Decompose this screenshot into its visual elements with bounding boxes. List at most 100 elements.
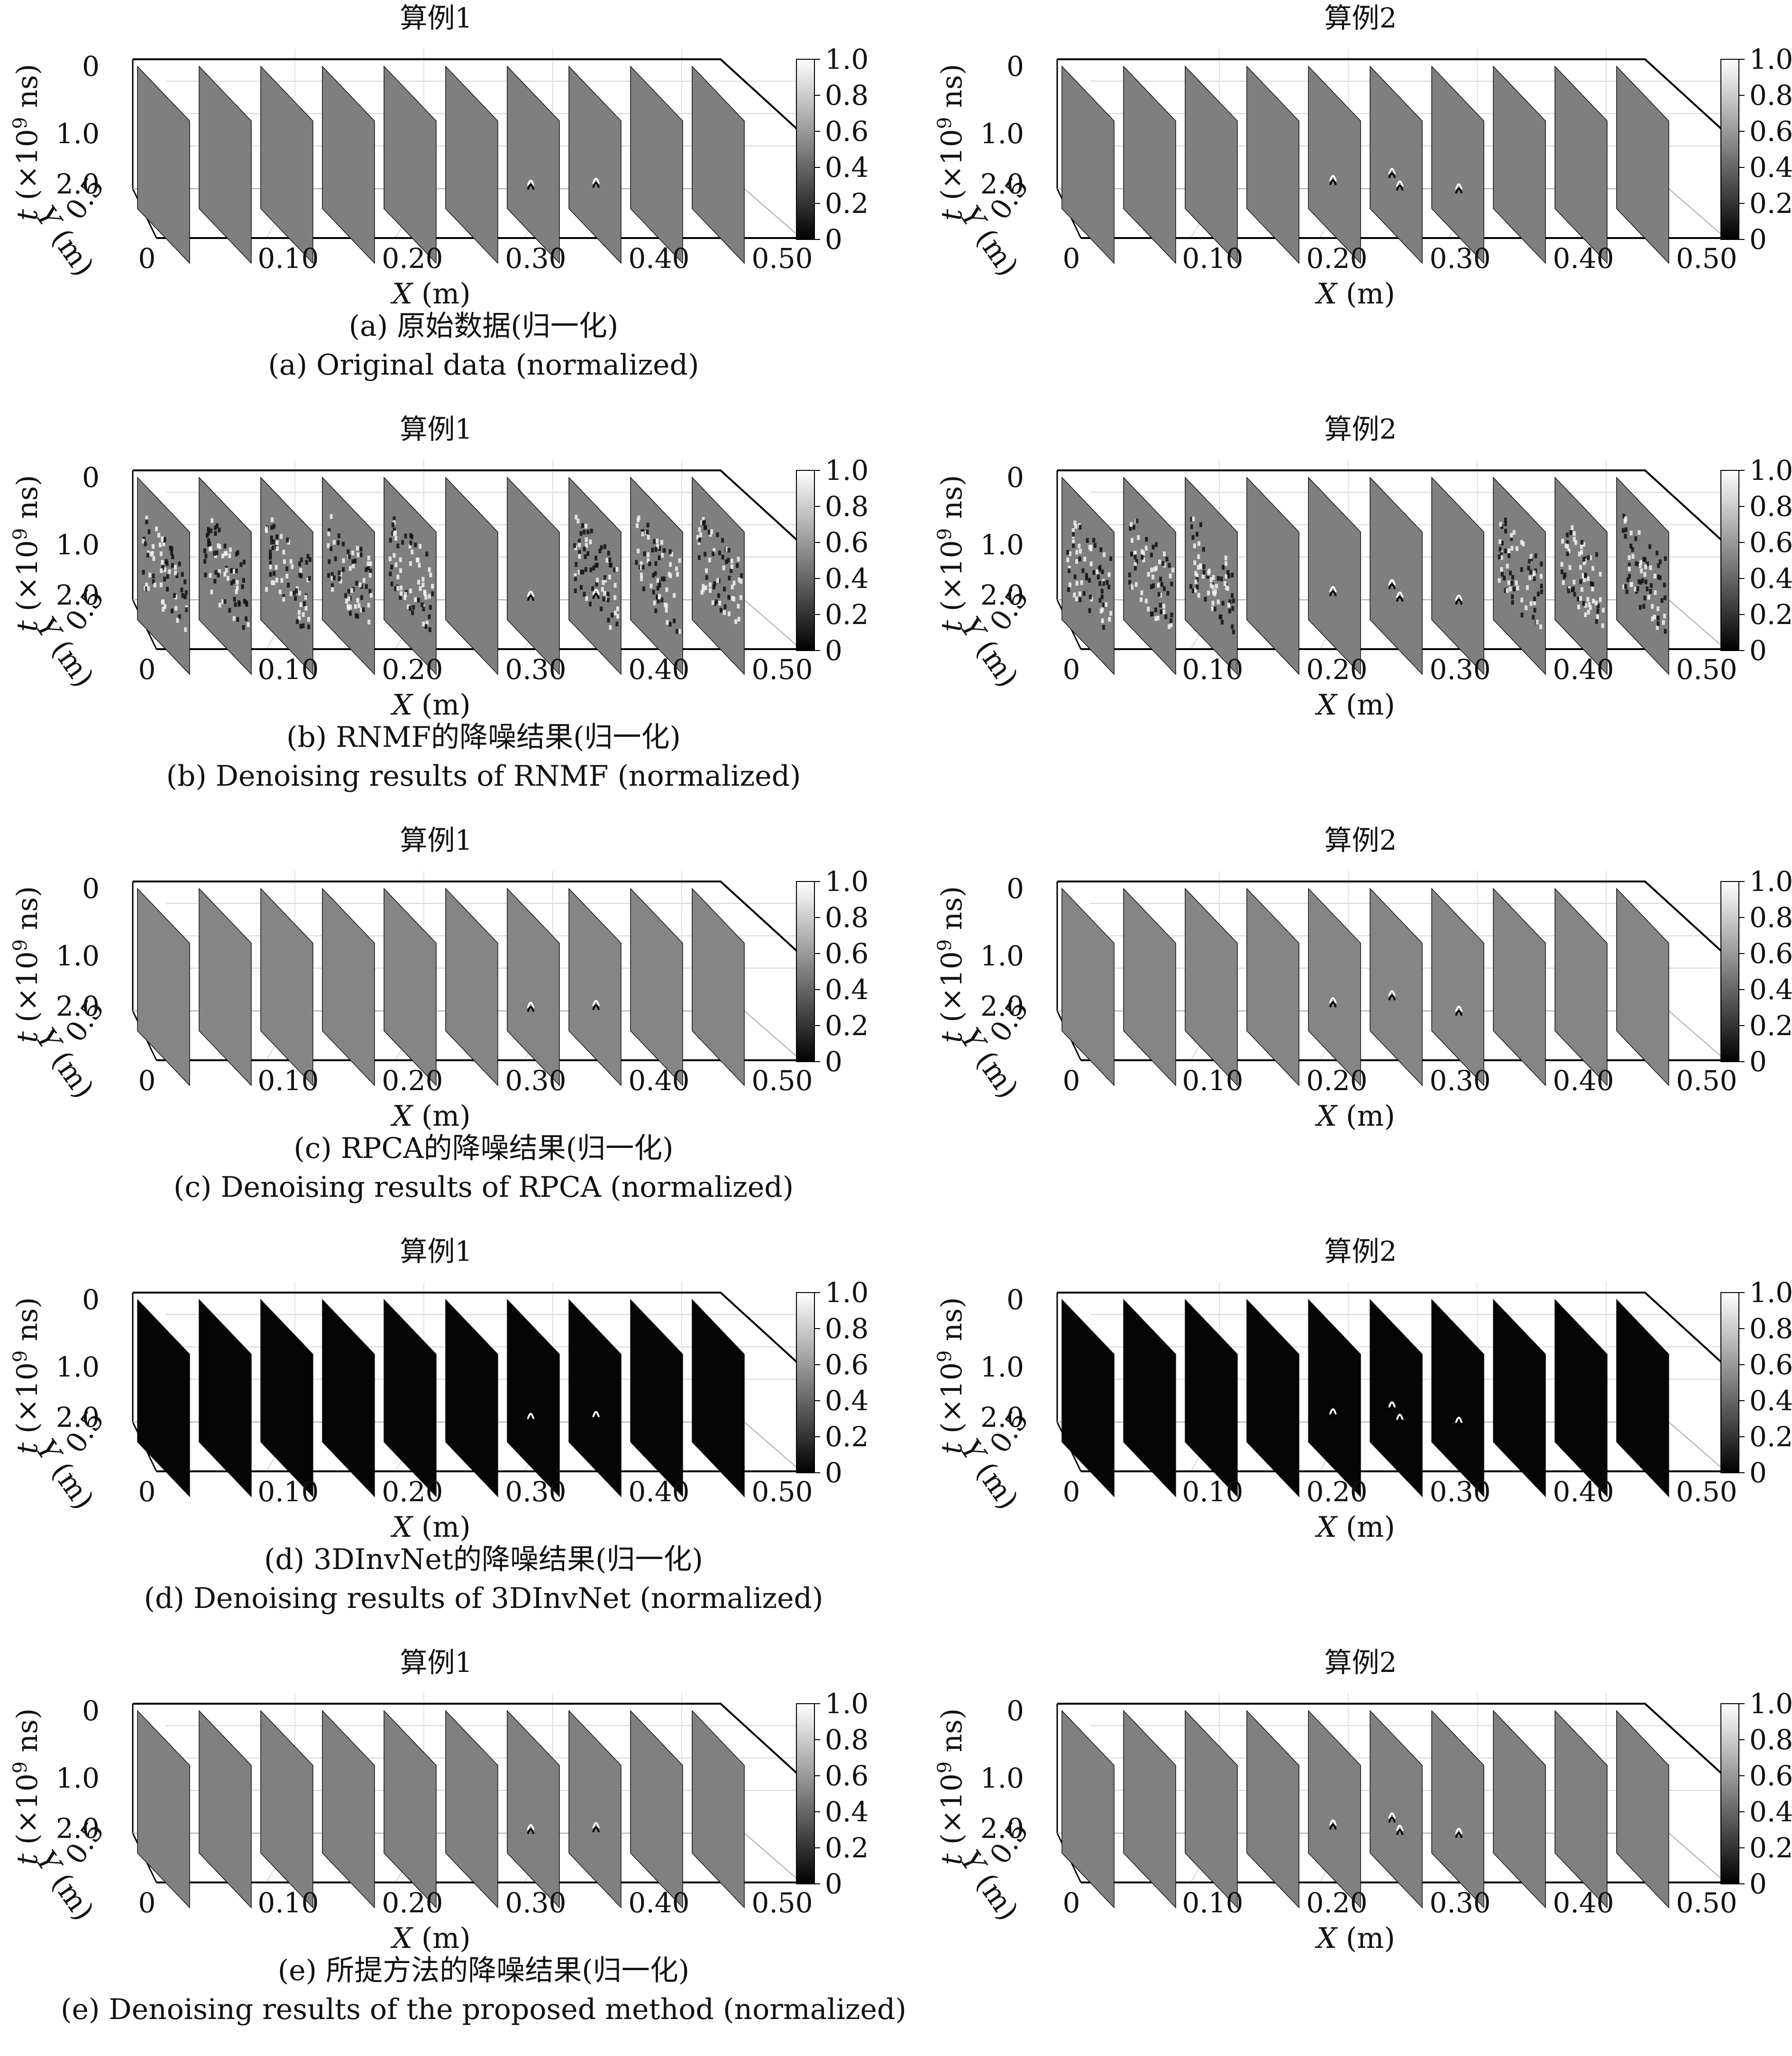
colorbar-tick-label: 0	[1749, 223, 1767, 256]
x-axis-label: X (m)	[1315, 1922, 1395, 1955]
target-bright-2	[592, 1411, 600, 1418]
t-tick-label: 2.0	[980, 579, 1024, 611]
x-tick-label: 0.40	[628, 653, 689, 686]
colorbar-tick-label: 1.0	[825, 1688, 869, 1720]
target-bright-2	[1388, 1401, 1396, 1408]
slice-6	[1370, 65, 1423, 264]
colorbar-tick-label: 0.6	[825, 937, 869, 970]
x-tick-label: 0.20	[1306, 1065, 1367, 1097]
panel-title: 算例1	[400, 2, 473, 34]
x-tick-label: 0.10	[1182, 1476, 1243, 1508]
x-axis: 0 0.10 0.20 0.30 0.40 0.50 X (m)	[138, 653, 813, 722]
slice-1	[137, 477, 190, 675]
colorbar-tick-label: 0.2	[825, 1421, 869, 1453]
colorbar-tick-label: 0	[1749, 1457, 1767, 1489]
target-bright-4	[1455, 183, 1463, 190]
colorbar-tick-label: 0.6	[1749, 115, 1792, 147]
target-dark-2	[1388, 583, 1396, 589]
x-tick-label: 0.50	[751, 1887, 813, 1919]
target-bright-1	[527, 179, 535, 186]
x-axis: 0 0.10 0.20 0.30 0.40 0.50 X (m)	[138, 242, 813, 311]
x-axis: 0 0.10 0.20 0.30 0.40 0.50 X (m)	[1063, 1065, 1737, 1133]
colorbar-tick-label: 0.2	[825, 598, 869, 631]
colorbar-tick-label: 0.8	[1749, 79, 1792, 111]
slice-10	[1616, 65, 1669, 264]
slice-2	[199, 477, 252, 675]
t-tick-label: 0	[1006, 1695, 1024, 1727]
slice-9	[630, 888, 683, 1086]
colorbar-tick-label: 0.6	[1749, 937, 1792, 970]
t-axis: 0 1.0 2.0 t (×109 ns)	[934, 50, 1024, 220]
target-responses	[1329, 1401, 1463, 1427]
t-axis-label: t (×109 ns)	[9, 1708, 44, 1865]
slice-3	[260, 65, 313, 264]
caption-en: (c) Denoising results of RPCA (normalize…	[174, 1171, 794, 1204]
slice-4	[1246, 1299, 1299, 1497]
slice-8	[568, 1710, 622, 1909]
slice-6	[445, 477, 498, 675]
slice-9	[1554, 65, 1608, 264]
x-tick-label: 0.30	[505, 1887, 566, 1919]
slice-5	[384, 1299, 437, 1497]
colorbar-tick-label: 0.8	[825, 79, 869, 111]
x-axis-label: X (m)	[1315, 1100, 1395, 1133]
target-bright-3	[1396, 591, 1404, 598]
slice-2	[1123, 477, 1176, 675]
slice-2	[1123, 1710, 1176, 1909]
x-axis: 0 0.10 0.20 0.30 0.40 0.50 X (m)	[1063, 242, 1737, 311]
slice-7	[507, 888, 560, 1086]
slice-9	[630, 1299, 683, 1497]
t-axis: 0 1.0 2.0 t (×109 ns)	[9, 461, 100, 632]
slice-2	[1123, 888, 1176, 1086]
target-bright-1	[1329, 586, 1337, 593]
colorbar-tick-label: 0	[825, 634, 842, 667]
target-dark-1	[527, 595, 535, 601]
colorbar-tick-label: 0.2	[1749, 1010, 1792, 1042]
slice-1	[1061, 1710, 1115, 1909]
slices	[137, 65, 745, 264]
x-tick-label: 0.40	[1553, 653, 1614, 686]
x-tick-label: 0.30	[505, 242, 566, 275]
slice-7	[507, 477, 560, 675]
x-tick-label: 0	[138, 242, 156, 275]
target-dark-2	[1388, 994, 1396, 1000]
target-responses	[1329, 990, 1463, 1016]
panel-title: 算例1	[400, 1646, 473, 1679]
t-axis: 0 1.0 2.0 t (×109 ns)	[9, 1695, 100, 1865]
x-tick-label: 0.20	[1306, 653, 1367, 686]
x-tick-label: 0.30	[505, 1065, 566, 1097]
slices	[137, 888, 745, 1086]
slice-5	[384, 1710, 437, 1909]
x-tick-label: 0.10	[1182, 1887, 1243, 1919]
slices	[137, 477, 745, 675]
slice-8	[1493, 888, 1546, 1086]
colorbar-tick-label: 0.4	[825, 151, 869, 184]
x-axis: 0 0.10 0.20 0.30 0.40 0.50 X (m)	[138, 1476, 813, 1544]
slice-1	[137, 1299, 190, 1497]
colorbar-tick-label: 1.0	[1749, 454, 1792, 486]
target-bright-2	[1388, 168, 1396, 174]
slice-4	[1246, 888, 1299, 1086]
panel-title: 算例1	[400, 413, 473, 445]
target-dark-2	[592, 182, 600, 188]
colorbar-tick-label: 0.8	[825, 1724, 869, 1756]
slices	[1061, 477, 1669, 675]
x-axis-label: X (m)	[390, 1100, 471, 1133]
slices	[137, 1299, 745, 1497]
slice-1	[1061, 477, 1115, 675]
slice-9	[630, 1710, 683, 1909]
target-bright-1	[1329, 1819, 1337, 1826]
target-dark-4	[1455, 598, 1463, 605]
t-tick-label: 1.0	[56, 1762, 100, 1794]
target-responses	[1329, 1812, 1463, 1838]
target-dark-2	[1388, 172, 1396, 178]
caption-cn: (a) 原始数据(归一化)	[349, 310, 618, 343]
target-bright-1	[1329, 175, 1337, 182]
slice-9	[1554, 477, 1608, 675]
colorbar-tick-label: 0.2	[825, 187, 869, 220]
target-dark-2	[592, 593, 600, 599]
x-axis: 0 0.10 0.20 0.30 0.40 0.50 X (m)	[1063, 1887, 1737, 1955]
